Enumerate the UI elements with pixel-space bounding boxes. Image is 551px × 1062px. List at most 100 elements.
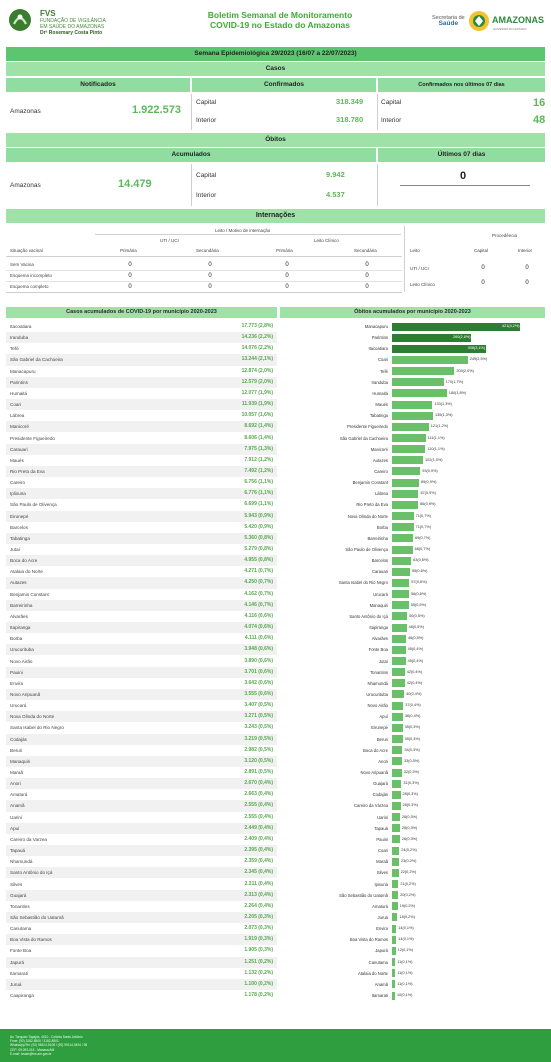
municipio-name: Itamarati bbox=[10, 970, 28, 976]
divider bbox=[191, 164, 192, 206]
bar-category-label: Novo Aripuanã bbox=[360, 770, 388, 775]
bar bbox=[392, 902, 398, 911]
table-row: Rio Preto da Eva 7.492 (1,2%) bbox=[6, 465, 277, 478]
bar-value-label: 14(0,1%) bbox=[398, 937, 414, 942]
cell: 0 bbox=[128, 273, 132, 279]
bar-category-label: Tefé bbox=[380, 368, 388, 374]
bar bbox=[392, 679, 405, 688]
divider bbox=[6, 256, 402, 257]
bar bbox=[392, 790, 401, 799]
municipio-name: Anamã bbox=[10, 803, 25, 809]
bar bbox=[392, 891, 399, 900]
chart-row: Santo Antônio do Içá 50(0,5%) bbox=[280, 611, 545, 622]
municipio-cases: 12.077 (1,9%) bbox=[241, 389, 273, 396]
municipio-name: Tonantins bbox=[10, 903, 30, 909]
table-row: Lábrea 10.057 (1,6%) bbox=[6, 410, 277, 421]
table-row: Santo Antônio do Içá 2.345 (0,4%) bbox=[6, 867, 277, 879]
table-row: Tonantins 2.264 (0,4%) bbox=[6, 901, 277, 912]
bar bbox=[392, 746, 403, 755]
state-brand: AMAZONAS bbox=[492, 15, 544, 25]
municipio-cases: 2.395 (0,4%) bbox=[244, 847, 273, 854]
cell: 0 bbox=[365, 284, 369, 290]
municipio-name: Urucará bbox=[10, 703, 27, 709]
bar-category-label: Itacoatiara bbox=[368, 346, 388, 352]
municipio-cases: 2.555 (0,4%) bbox=[244, 802, 273, 809]
org-short: FVS bbox=[40, 9, 56, 18]
bar bbox=[392, 623, 407, 632]
bar-category-label: Alvarães bbox=[371, 636, 388, 642]
municipio-name: Pauini bbox=[10, 669, 23, 675]
table-row: Urucará 3.407 (0,5%) bbox=[6, 700, 277, 711]
municipio-name: Careiro bbox=[10, 480, 26, 486]
bar-value-label: 35(0,3%) bbox=[404, 725, 421, 730]
bar bbox=[392, 946, 396, 955]
bar-category-label: Itapiranga bbox=[369, 625, 388, 631]
fvs-logo-icon bbox=[9, 9, 31, 31]
obitos-ultimos-header: Últimos 07 dias bbox=[378, 148, 545, 162]
footer-line: Av. Torquato Tapajós, 4010 - Colônia San… bbox=[10, 1035, 83, 1039]
bar-category-label: Manaquiri bbox=[369, 602, 388, 608]
municipio-cases: 4.146 (0,7%) bbox=[244, 601, 273, 608]
bar-value-label: 40(0,4%) bbox=[406, 691, 422, 696]
municipio-name: Jutaí bbox=[10, 547, 20, 552]
chart-row: Coari 249(2,5%) bbox=[280, 354, 545, 365]
bar-category-label: Pauini bbox=[376, 836, 388, 842]
table-row: Itapiranga 4.074 (0,6%) bbox=[6, 622, 277, 634]
municipio-name: São Paulo de Olivença bbox=[10, 502, 57, 508]
municipio-cases: 3.219 (0,5%) bbox=[244, 735, 273, 742]
bar-value-label: 12(0,1%) bbox=[397, 948, 414, 953]
bar-category-label: Maraã bbox=[376, 859, 388, 865]
chart-row: Autazes 102(1,0%) bbox=[280, 455, 545, 466]
bar bbox=[392, 500, 419, 509]
bar-value-label: 28(0,3%) bbox=[402, 803, 418, 808]
footer-line: CEP: 69.093-018 - Manaus/AM bbox=[10, 1047, 55, 1052]
obitos-ultimos-value: 0 bbox=[460, 170, 467, 182]
municipio-cases: 14.076 (2,2%) bbox=[241, 345, 273, 352]
municipio-name: Santo Antônio do Içá bbox=[10, 870, 53, 876]
divider bbox=[6, 292, 402, 293]
municipio-cases: 7.912 (1,2%) bbox=[244, 456, 273, 463]
table-row: Barreirinha 4.146 (0,7%) bbox=[6, 599, 277, 611]
municipio-cases: 1.251 (0,2%) bbox=[244, 958, 273, 965]
ult-capital-label: Capital bbox=[381, 99, 402, 106]
bar bbox=[392, 545, 413, 554]
table-row: Careiro da Varzea 2.409 (0,4%) bbox=[6, 834, 277, 845]
cell: 0 bbox=[128, 284, 132, 290]
municipio-cases: 2.359 (0,4%) bbox=[244, 858, 273, 865]
municipio-name: Manicoré bbox=[10, 424, 29, 430]
bar-value-label: 35(0,3%) bbox=[404, 736, 421, 741]
municipio-cases: 7.975 (1,3%) bbox=[244, 445, 273, 452]
chart-row: Japurá 12(0,1%) bbox=[280, 945, 545, 956]
interior-label: Interior bbox=[196, 117, 217, 124]
municipio-name: Humaitá bbox=[10, 390, 28, 396]
bar-value-label: 110(1,1%) bbox=[427, 446, 445, 451]
bar-category-label: Manacapuru bbox=[364, 324, 388, 329]
municipio-cases: 10.057 (1,6%) bbox=[241, 412, 273, 419]
bar-value-label: 22(0,2%) bbox=[400, 870, 417, 875]
municipio-name: Barcelos bbox=[10, 524, 28, 530]
chart-row: Apuí 36(0,4%) bbox=[280, 711, 545, 722]
bar bbox=[392, 880, 399, 888]
chart-row: Benjamin Constant 89(0,9%) bbox=[280, 477, 545, 488]
bar bbox=[392, 634, 406, 643]
bar-value-label: 249(2,5%) bbox=[469, 357, 488, 362]
bar bbox=[392, 723, 403, 732]
table-row: Novo Aripuanã 3.555 (0,6%) bbox=[6, 688, 277, 701]
municipio-name: Itacoatiara bbox=[10, 324, 32, 329]
municipio-name: Itapiranga bbox=[10, 625, 31, 631]
table-row: Autazes 4.250 (0,7%) bbox=[6, 577, 277, 589]
cell: 0 bbox=[365, 262, 369, 268]
chart-row: Manacapuru 421(4,2%) bbox=[280, 321, 545, 332]
chart-row: Tefé 205(2,0%) bbox=[280, 366, 545, 377]
bar-value-label: 45(0,4%) bbox=[407, 658, 424, 663]
table-row: Manaquiri 3.120 (0,5%) bbox=[6, 755, 277, 767]
chart-row: Amaturá 19(0,2%) bbox=[280, 901, 545, 912]
table-row: Atalaia do Norte 4.271 (0,7%) bbox=[6, 566, 277, 577]
bar-category-label: Codajás bbox=[372, 792, 388, 798]
municipio-cases: 3.407 (0,5%) bbox=[244, 702, 273, 709]
bar bbox=[392, 389, 447, 398]
chart-row: Boca do Acre 34(0,3%) bbox=[280, 745, 545, 756]
bar bbox=[392, 657, 406, 665]
bar-value-label: 170(1,7%) bbox=[445, 379, 464, 384]
org-line-2: EM SAÚDE DO AMAZONAS bbox=[40, 24, 105, 30]
